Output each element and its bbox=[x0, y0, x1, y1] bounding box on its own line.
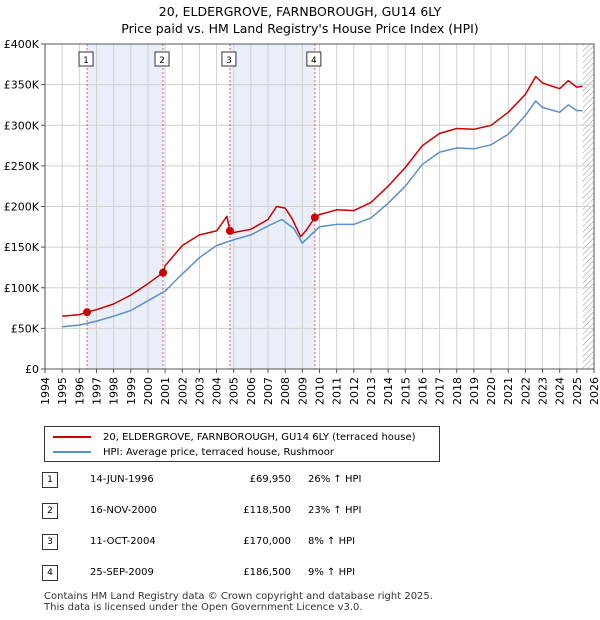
x-tick-label: 2007 bbox=[262, 377, 275, 405]
legend-item-property: 20, ELDERGROVE, FARNBOROUGH, GU14 6LY (t… bbox=[53, 430, 416, 444]
transaction-price: £118,500 bbox=[243, 505, 291, 516]
x-tick-label: 2016 bbox=[416, 377, 429, 405]
x-tick-label: 1994 bbox=[39, 377, 52, 405]
x-tick-label: 2014 bbox=[382, 377, 395, 405]
x-tick-label: 1995 bbox=[56, 377, 69, 405]
transaction-number: 3 bbox=[42, 534, 58, 550]
chart-subtitle: Price paid vs. HM Land Registry's House … bbox=[121, 21, 479, 36]
x-tick-label: 2012 bbox=[348, 377, 361, 405]
footer: Contains HM Land Registry data © Crown c… bbox=[44, 591, 433, 613]
y-tick-label: £350K bbox=[4, 79, 40, 92]
y-tick-label: £100K bbox=[4, 282, 40, 295]
x-tick-label: 2004 bbox=[211, 377, 224, 405]
table-row: 3 11-OCT-2004 £170,000 8% ↑ HPI bbox=[40, 534, 440, 550]
legend-swatch-hpi bbox=[53, 451, 91, 453]
transaction-number: 2 bbox=[42, 503, 58, 519]
y-tick-label: £400K bbox=[4, 38, 40, 51]
x-tick-label: 2010 bbox=[314, 377, 327, 405]
x-tick-label: 1996 bbox=[73, 377, 86, 405]
transaction-price: £170,000 bbox=[243, 536, 291, 547]
sale-marker-label-1: 1 bbox=[83, 56, 89, 66]
x-tick-label: 2020 bbox=[485, 377, 498, 405]
legend-label-hpi: HPI: Average price, terraced house, Rush… bbox=[103, 446, 334, 458]
sale-point-3 bbox=[225, 226, 234, 235]
legend-item-hpi: HPI: Average price, terraced house, Rush… bbox=[53, 445, 334, 459]
x-tick-label: 2019 bbox=[468, 377, 481, 405]
sale-marker-box-1 bbox=[78, 51, 94, 67]
price-chart: 1 2 3 4 £0 £50K £100K £150K £200K £250K £300K £350K… bbox=[4, 38, 600, 405]
chart-title: 20, ELDERGROVE, FARNBOROUGH, GU14 6LY bbox=[158, 4, 442, 19]
transaction-number: 1 bbox=[42, 472, 58, 488]
y-tick-label: £300K bbox=[4, 119, 40, 132]
x-tick-label: 1999 bbox=[125, 377, 138, 405]
x-tick-label: 2009 bbox=[296, 377, 309, 405]
sale-marker-box-3 bbox=[221, 51, 237, 67]
x-tick-label: 2026 bbox=[588, 377, 600, 405]
x-tick-label: 2024 bbox=[554, 377, 567, 405]
x-tick-label: 2025 bbox=[571, 377, 584, 405]
sale-point-1 bbox=[83, 308, 92, 317]
x-tick-label: 2013 bbox=[365, 377, 378, 405]
x-tick-label: 2006 bbox=[245, 377, 258, 405]
x-tick-label: 2003 bbox=[193, 377, 206, 405]
hpi-line bbox=[62, 100, 583, 328]
x-tick-label: 2018 bbox=[451, 377, 464, 405]
transaction-date: 11-OCT-2004 bbox=[90, 536, 156, 547]
transaction-hpi: 8% ↑ HPI bbox=[308, 536, 356, 547]
transaction-hpi: 23% ↑ HPI bbox=[308, 505, 362, 516]
table-row: 1 14-JUN-1996 £69,950 26% ↑ HPI bbox=[40, 472, 440, 488]
x-tick-label: 2015 bbox=[399, 377, 412, 405]
footer-licence: This data is licensed under the Open Gov… bbox=[44, 602, 363, 613]
transaction-price: £69,950 bbox=[249, 474, 291, 485]
x-tick-label: 2008 bbox=[279, 377, 292, 405]
legend-label-property: 20, ELDERGROVE, FARNBOROUGH, GU14 6LY (t… bbox=[103, 431, 416, 443]
transaction-hpi: 26% ↑ HPI bbox=[308, 474, 362, 485]
x-tick-label: 2017 bbox=[434, 377, 447, 405]
x-tick-label: 2002 bbox=[176, 377, 189, 405]
transaction-date: 16-NOV-2000 bbox=[90, 505, 157, 516]
x-tick-label: 2000 bbox=[142, 377, 155, 405]
sale-marker-label-3: 3 bbox=[226, 56, 232, 66]
transaction-date: 14-JUN-1996 bbox=[90, 474, 154, 485]
sale-marker-box-2 bbox=[154, 51, 170, 67]
transaction-date: 25-SEP-2009 bbox=[90, 567, 154, 578]
y-tick-label: £50K bbox=[11, 322, 40, 335]
x-tick-label: 2011 bbox=[331, 377, 344, 405]
table-row: 2 16-NOV-2000 £118,500 23% ↑ HPI bbox=[40, 503, 440, 519]
transaction-price: £186,500 bbox=[243, 567, 291, 578]
sale-marker-box-4 bbox=[306, 51, 322, 67]
sale-point-2 bbox=[159, 268, 168, 277]
x-tick-label: 2022 bbox=[519, 377, 532, 405]
x-tick-label: 2001 bbox=[159, 377, 172, 405]
sale-marker-label-4: 4 bbox=[311, 56, 317, 66]
x-tick-label: 2023 bbox=[537, 377, 550, 405]
transaction-hpi: 9% ↑ HPI bbox=[308, 567, 356, 578]
y-tick-label: £200K bbox=[4, 201, 40, 214]
footer-copyright: Contains HM Land Registry data © Crown c… bbox=[44, 591, 433, 602]
y-tick-label: £0 bbox=[25, 363, 39, 376]
legend: 20, ELDERGROVE, FARNBOROUGH, GU14 6LY (t… bbox=[44, 426, 440, 462]
legend-swatch-property bbox=[53, 436, 91, 438]
table-row: 4 25-SEP-2009 £186,500 9% ↑ HPI bbox=[40, 565, 440, 581]
sale-marker-label-2: 2 bbox=[159, 56, 165, 66]
x-tick-label: 2005 bbox=[228, 377, 241, 405]
x-tick-label: 2021 bbox=[502, 377, 515, 405]
sale-point-4 bbox=[310, 213, 319, 222]
transaction-number: 4 bbox=[42, 565, 58, 581]
x-tick-label: 1997 bbox=[90, 377, 103, 405]
x-tick-label: 1998 bbox=[108, 377, 121, 405]
y-tick-label: £150K bbox=[4, 241, 40, 254]
y-tick-label: £250K bbox=[4, 160, 40, 173]
